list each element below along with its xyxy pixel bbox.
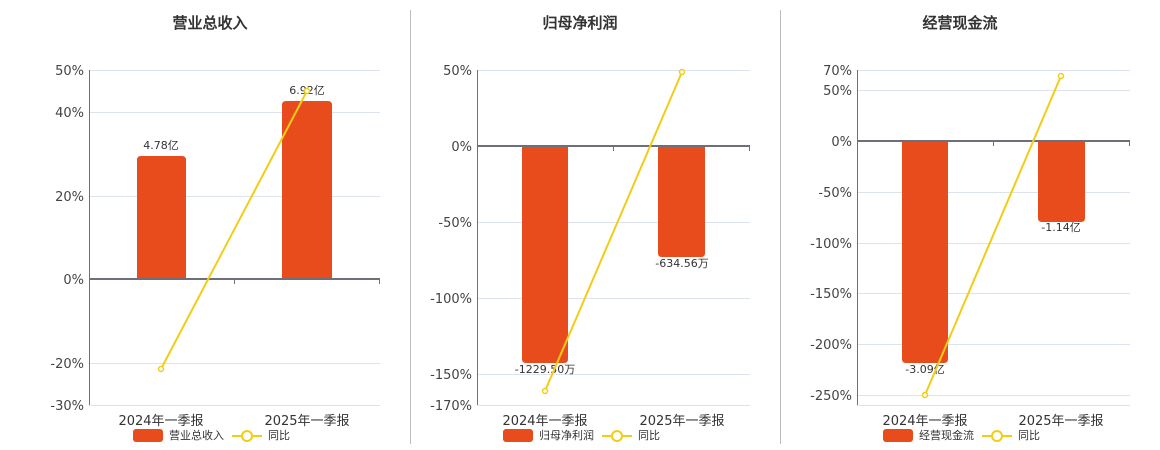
y-tick: -250% <box>810 389 852 404</box>
bar-value-label: -634.56万 <box>655 257 708 270</box>
panel-divider <box>410 10 411 444</box>
chart-legend: 经营现金流 同比 <box>883 427 1040 443</box>
bar-value-label: -1.14亿 <box>1041 221 1080 234</box>
yoy-point[interactable] <box>678 68 686 76</box>
legend-bar-label[interactable]: 归母净利润 <box>539 429 594 442</box>
chart-title: 经营现金流 <box>922 14 998 32</box>
bar-2024q1[interactable] <box>522 146 568 363</box>
x-label: 2025年一季报 <box>264 414 349 429</box>
chart-legend: 营业总收入 同比 <box>133 427 290 443</box>
y-tick: -150% <box>810 287 852 302</box>
y-tick: -100% <box>810 237 852 252</box>
legend-line-icon[interactable] <box>982 429 1012 442</box>
yoy-point[interactable] <box>303 87 311 95</box>
y-tick: -30% <box>50 399 84 414</box>
panel-divider <box>780 10 781 444</box>
yoy-point[interactable] <box>541 387 549 395</box>
bar-2024q1[interactable] <box>137 156 186 279</box>
legend-bar-swatch[interactable] <box>503 428 533 442</box>
y-tick: 50% <box>443 64 472 79</box>
x-label: 2024年一季报 <box>502 414 587 429</box>
chart-title: 营业总收入 <box>172 14 248 32</box>
y-tick: -50% <box>818 186 852 201</box>
legend-line-label[interactable]: 同比 <box>638 429 660 442</box>
yoy-point[interactable] <box>1057 72 1065 80</box>
y-tick: -150% <box>430 368 472 383</box>
legend-bar-label[interactable]: 经营现金流 <box>919 429 974 442</box>
chart-panel-revenue: 营业总收入 50% 40% 20% 0% -20% -30% 4.78亿 6.9… <box>0 0 400 450</box>
x-label: 2025年一季报 <box>639 414 724 429</box>
bar-2025q1[interactable] <box>282 101 332 279</box>
y-tick: 0% <box>63 273 84 288</box>
revenue-chart-plot: 50% 40% 20% 0% -20% -30% 4.78亿 6.92亿 202… <box>50 64 380 429</box>
y-tick: 50% <box>823 84 852 99</box>
net-profit-chart-plot: 50% 0% -50% -100% -150% -170% -1229.50万 … <box>430 64 750 429</box>
chart-title: 归母净利润 <box>542 14 618 32</box>
y-tick: 20% <box>55 190 84 205</box>
legend-line-icon[interactable] <box>232 429 262 442</box>
y-tick: -170% <box>430 399 472 414</box>
legend-bar-swatch[interactable] <box>133 428 163 442</box>
y-tick: 40% <box>55 106 84 121</box>
y-tick: 50% <box>55 64 84 79</box>
y-tick: -20% <box>50 357 84 372</box>
bar-2025q1[interactable] <box>658 146 705 257</box>
yoy-point[interactable] <box>921 391 929 399</box>
chart-legend: 归母净利润 同比 <box>503 427 660 443</box>
y-tick: -200% <box>810 338 852 353</box>
yoy-point[interactable] <box>157 365 165 373</box>
y-tick: 70% <box>823 64 852 79</box>
bar-value-label: -1229.50万 <box>515 363 575 376</box>
legend-line-icon[interactable] <box>602 429 632 442</box>
legend-bar-label[interactable]: 营业总收入 <box>169 429 224 442</box>
x-label: 2025年一季报 <box>1018 414 1103 429</box>
y-tick: -100% <box>430 292 472 307</box>
legend-line-label[interactable]: 同比 <box>1018 429 1040 442</box>
legend-bar-swatch[interactable] <box>883 428 913 442</box>
bar-value-label: 4.78亿 <box>143 139 179 152</box>
bar-2024q1[interactable] <box>902 141 948 363</box>
y-tick: 0% <box>451 140 472 155</box>
x-label: 2024年一季报 <box>882 414 967 429</box>
x-label: 2024年一季报 <box>118 414 203 429</box>
bar-2025q1[interactable] <box>1038 141 1085 222</box>
y-tick: -50% <box>438 216 472 231</box>
chart-panel-net-profit: 归母净利润 50% 0% -50% -100% -150% -170% -122… <box>430 14 750 443</box>
legend-line-label[interactable]: 同比 <box>268 429 290 442</box>
y-tick: 0% <box>831 135 852 150</box>
